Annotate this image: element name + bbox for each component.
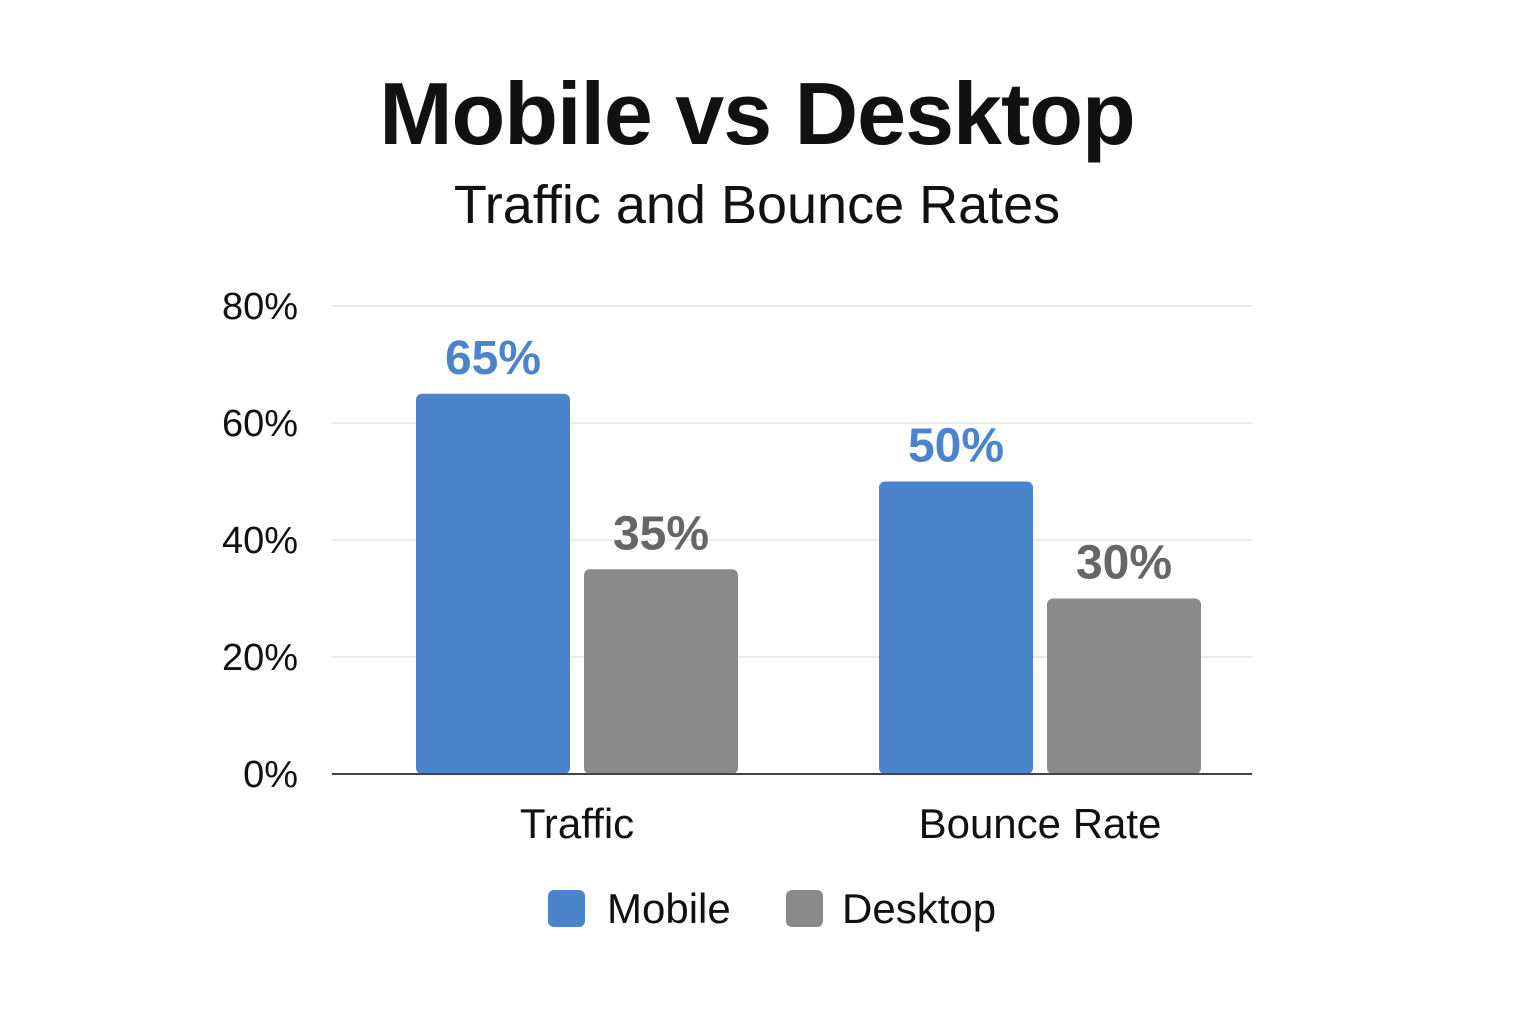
- legend-swatch-desktop: [786, 890, 823, 927]
- bar-mobile-bounce-rate: [879, 481, 1033, 774]
- labels: 0% 20% 40% 60% 80% 65% 35% Traffic 50% 30% Bounce …: [222, 286, 1172, 847]
- bar-mobile-traffic: [416, 393, 570, 774]
- y-tick-label: 60%: [222, 403, 298, 445]
- y-tick-label: 20%: [222, 637, 298, 679]
- chart-title: Mobile vs Desktop: [379, 64, 1136, 163]
- y-tick-label: 40%: [222, 520, 298, 562]
- chart-subtitle: Traffic and Bounce Rates: [453, 175, 1061, 235]
- y-tick-label: 0%: [243, 754, 298, 796]
- legend-label-mobile: Mobile: [607, 885, 731, 932]
- data-label: 30%: [1076, 537, 1172, 590]
- legend: Mobile Desktop: [548, 885, 996, 932]
- bars: [416, 393, 1201, 774]
- data-label: 65%: [445, 332, 541, 385]
- bar-desktop-bounce-rate: [1047, 598, 1201, 774]
- legend-label-desktop: Desktop: [842, 885, 996, 932]
- bar-desktop-traffic: [584, 569, 738, 774]
- data-label: 50%: [908, 420, 1004, 473]
- data-label: 35%: [613, 507, 709, 560]
- y-tick-label: 80%: [222, 286, 298, 328]
- legend-swatch-mobile: [548, 890, 585, 927]
- x-category-label: Traffic: [520, 800, 634, 847]
- x-category-label: Bounce Rate: [919, 800, 1162, 847]
